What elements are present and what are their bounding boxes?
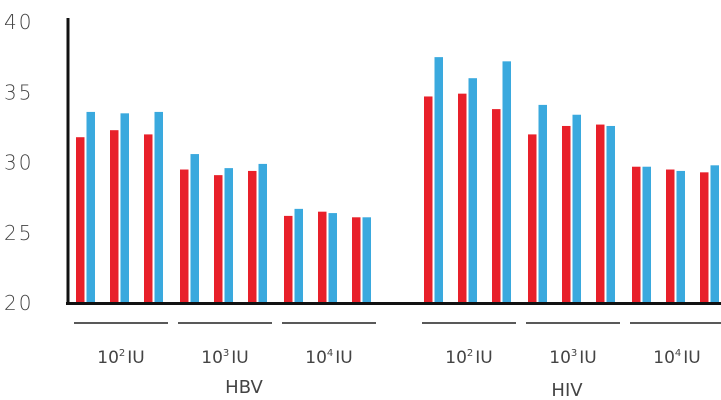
bar-red (424, 96, 433, 303)
group-label-exponent: 3 (223, 348, 229, 359)
bar-red (632, 166, 641, 303)
group-label-unit: IU (579, 348, 596, 368)
bar-blue (676, 170, 685, 303)
bar-blue (154, 111, 163, 303)
bar-red (318, 211, 327, 303)
group-label-base: 10 (653, 348, 675, 368)
group-label: 102 IU (97, 348, 144, 368)
group-label: 103 IU (201, 348, 248, 368)
bar-blue (190, 154, 199, 303)
group-label-exponent: 4 (327, 348, 333, 359)
group-label-unit: IU (683, 348, 700, 368)
bar-red (144, 134, 153, 303)
bar-blue (710, 165, 719, 303)
bar-blue (538, 104, 547, 304)
group-label-base: 10 (201, 348, 223, 368)
bar-blue (224, 168, 233, 303)
bar-blue (294, 208, 303, 303)
bar-blue (606, 125, 615, 303)
bar-blue (642, 166, 651, 303)
bar-red (352, 217, 361, 303)
y-tick-label: 40 (4, 10, 33, 34)
y-tick-label: 30 (4, 151, 33, 175)
group-label: 104 IU (305, 348, 352, 368)
bar-red (214, 175, 223, 303)
bar-blue (434, 57, 443, 303)
group-label-exponent: 2 (467, 348, 473, 359)
group-label-base: 10 (305, 348, 327, 368)
bar-red (596, 124, 605, 303)
group-label-base: 10 (549, 348, 571, 368)
group-label-exponent: 4 (675, 348, 681, 359)
bar-blue (328, 213, 337, 303)
bar-red (180, 169, 189, 303)
bar-red (110, 130, 119, 303)
group-label-exponent: 2 (119, 348, 125, 359)
y-tick-label: 25 (4, 221, 33, 245)
bar-blue (572, 114, 581, 303)
group-label-unit: IU (475, 348, 492, 368)
bar-blue (120, 113, 129, 303)
y-tick-label: 35 (4, 80, 33, 104)
category-labels: HBV HIV (225, 377, 583, 400)
category-label: HBV (225, 377, 263, 398)
bar-blue (86, 111, 95, 303)
group-label-unit: IU (127, 348, 144, 368)
bar-red (76, 137, 85, 303)
bar-red (700, 172, 709, 303)
bars (76, 57, 719, 304)
group-label: 102 IU (445, 348, 492, 368)
group-label: 103 IU (549, 348, 596, 368)
bar-red (562, 125, 571, 303)
bar-red (284, 215, 293, 303)
y-tick-label: 20 (4, 291, 33, 315)
bar-red (248, 170, 257, 303)
group-label-base: 10 (97, 348, 119, 368)
y-axis-ticks: 20 25 30 35 40 (4, 10, 33, 315)
group-label-base: 10 (445, 348, 467, 368)
group-label-exponent: 3 (571, 348, 577, 359)
bar-blue (258, 163, 267, 303)
bar-red (492, 109, 501, 303)
group-label-unit: IU (335, 348, 352, 368)
bar-red (458, 93, 467, 303)
group-label-unit: IU (231, 348, 248, 368)
bar-blue (468, 78, 477, 303)
bar-red (666, 169, 675, 303)
bar-red (528, 134, 537, 303)
group-labels: 102 IU 103 IU 104 IU 102 IU 103 IU 104 IU (97, 348, 700, 368)
category-label: HIV (551, 380, 583, 400)
group-label: 104 IU (653, 348, 700, 368)
bar-blue (502, 61, 511, 304)
bar-blue (362, 217, 371, 303)
